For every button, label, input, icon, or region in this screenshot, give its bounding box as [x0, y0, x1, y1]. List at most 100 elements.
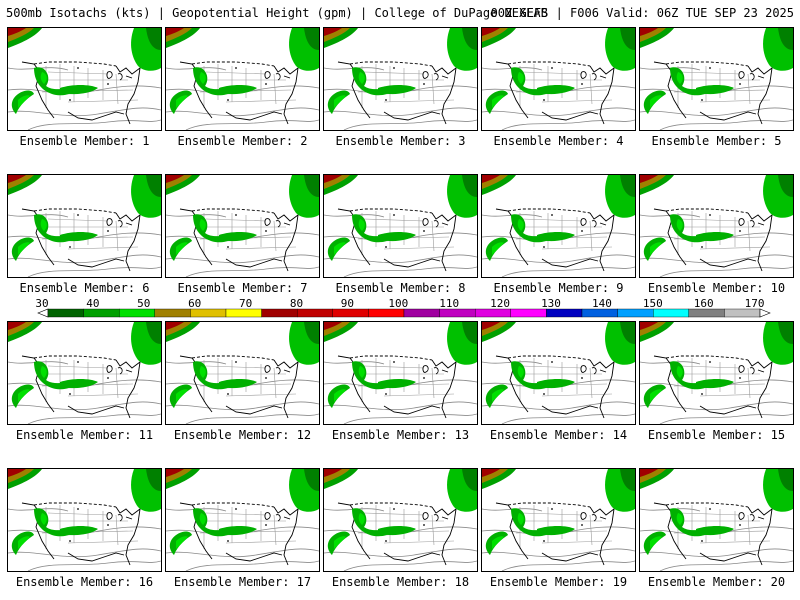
height-contour [640, 401, 793, 411]
colorbar-swatch [653, 308, 690, 318]
height-contour [343, 560, 477, 571]
isotach-map [640, 28, 793, 130]
ensemble-member-caption: Ensemble Member: 15 [647, 428, 786, 442]
height-contour [659, 119, 793, 130]
colorbar-swatch [118, 308, 155, 318]
colorbar-tick-label: 120 [490, 297, 511, 310]
isotach-fill [8, 469, 161, 555]
isotach-fill [640, 28, 793, 114]
ensemble-member-caption: Ensemble Member: 17 [173, 575, 312, 589]
height-contour [166, 254, 319, 264]
ensemble-member-caption: Ensemble Member: 3 [335, 134, 466, 148]
height-contour [482, 107, 635, 117]
height-contour [343, 119, 477, 130]
ensemble-member-map [165, 468, 320, 572]
state-borders [354, 358, 455, 402]
height-contour [640, 67, 701, 71]
city-dot [551, 214, 553, 216]
isotach-fill [8, 322, 161, 408]
height-contour [8, 107, 161, 117]
ensemble-member-caption: Ensemble Member: 12 [173, 428, 312, 442]
city-dot [423, 377, 425, 379]
isotach-fill [8, 175, 161, 261]
isotach-fill [166, 322, 319, 408]
height-contour [324, 254, 477, 264]
colorbar-swatch [617, 308, 654, 318]
city-dot [235, 67, 237, 69]
height-contour [185, 560, 319, 571]
city-dot [227, 246, 229, 248]
colorbar-tick-label: 160 [693, 297, 714, 310]
city-dot [709, 508, 711, 510]
height-contour [640, 548, 793, 558]
colorbar-arrow-right [759, 308, 771, 318]
height-contour [185, 413, 319, 424]
ensemble-member-caption: Ensemble Member: 4 [493, 134, 624, 148]
height-contour [501, 560, 635, 571]
city-dot [581, 524, 583, 526]
colorbar-swatch [546, 308, 583, 318]
city-dot [77, 361, 79, 363]
height-contour [27, 119, 161, 130]
ensemble-member-map [7, 27, 162, 131]
height-contour [659, 560, 793, 571]
colorbar-tick-label: 170 [744, 297, 765, 310]
colorbar-swatch [475, 308, 512, 318]
height-contour [166, 107, 319, 117]
city-dot [69, 540, 71, 542]
city-dot [265, 230, 267, 232]
colorbar-swatch [154, 308, 191, 318]
ensemble-member-caption: Ensemble Member: 16 [15, 575, 154, 589]
city-dot [709, 361, 711, 363]
height-contour [482, 401, 635, 411]
height-contour [8, 548, 161, 558]
height-contour [640, 254, 793, 264]
city-dot [543, 246, 545, 248]
city-dot [265, 377, 267, 379]
city-dot [709, 214, 711, 216]
ensemble-member-caption: Ensemble Member: 20 [647, 575, 786, 589]
city-dot [393, 508, 395, 510]
ensemble-member-map [165, 174, 320, 278]
isotach-map [166, 175, 319, 277]
city-dot [107, 524, 109, 526]
height-contour [659, 266, 793, 277]
colorbar-tick-label: 30 [35, 297, 49, 310]
ensemble-member-map [165, 321, 320, 425]
isotach-map [166, 322, 319, 424]
ensemble-member-map [7, 468, 162, 572]
city-dot [265, 83, 267, 85]
ensemble-member-map [481, 27, 636, 131]
coastline [21, 347, 161, 419]
isotach-fill [166, 469, 319, 555]
coastline [495, 200, 635, 272]
city-dot [581, 230, 583, 232]
ensemble-member-caption: Ensemble Member: 1 [19, 134, 150, 148]
ensemble-member-map [481, 468, 636, 572]
isotach-fill [640, 175, 793, 261]
city-dot [393, 67, 395, 69]
ensemble-member-caption: Ensemble Member: 13 [331, 428, 470, 442]
colorbar-swatch [510, 308, 547, 318]
ensemble-member-caption: Ensemble Member: 8 [335, 281, 466, 295]
isotach-map [166, 28, 319, 130]
ensemble-member-caption: Ensemble Member: 19 [489, 575, 628, 589]
city-dot [235, 361, 237, 363]
colorbar-arrow-left [37, 308, 49, 318]
city-dot [423, 524, 425, 526]
colorbar-tick-label: 100 [388, 297, 409, 310]
coastline [653, 200, 793, 272]
isotach-fill [640, 469, 793, 555]
isotach-fill [482, 28, 635, 114]
height-contour [482, 548, 635, 558]
ensemble-member-caption: Ensemble Member: 6 [19, 281, 150, 295]
isotach-fill [324, 469, 477, 555]
colorbar-tick-label: 50 [137, 297, 151, 310]
isotach-map [8, 469, 161, 571]
header-title-left: 500mb Isotachs (kts) | Geopotential Heig… [6, 6, 548, 20]
ensemble-member-caption: Ensemble Member: 10 [647, 281, 786, 295]
city-dot [581, 377, 583, 379]
city-dot [265, 524, 267, 526]
height-contour [166, 548, 319, 558]
isotach-map [482, 469, 635, 571]
